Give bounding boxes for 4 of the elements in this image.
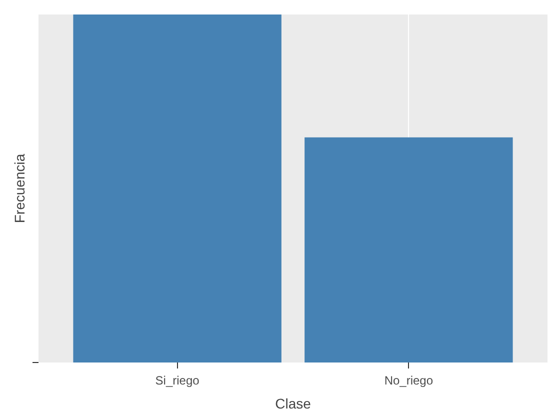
x-tick-label: Si_riego xyxy=(155,374,200,388)
x-tick-label: No_riego xyxy=(384,374,434,388)
x-axis-title: Clase xyxy=(275,396,312,412)
y-axis-title: Frecuencia xyxy=(12,154,28,224)
